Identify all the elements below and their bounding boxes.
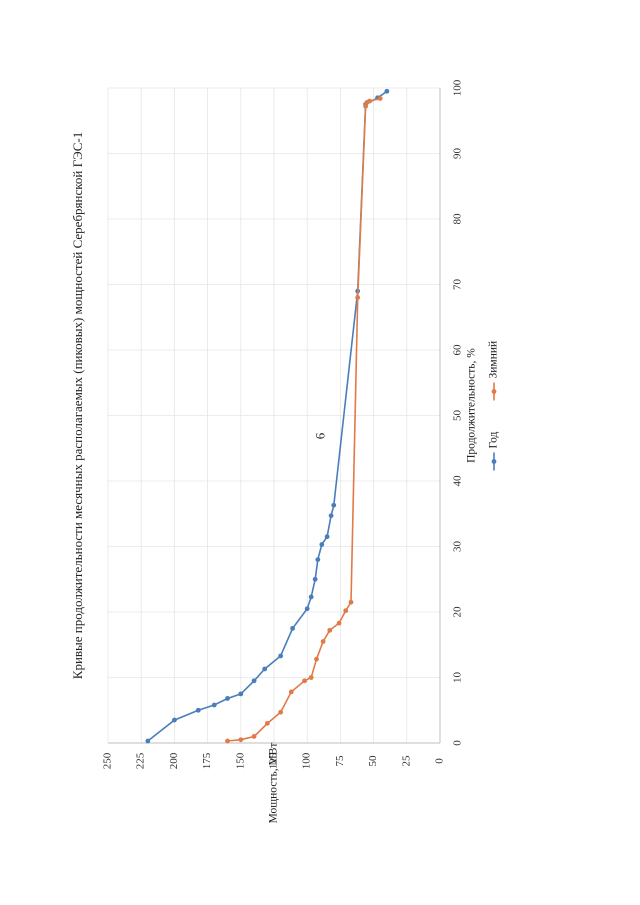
y-tick-label: 25: [400, 755, 412, 767]
data-point-zimniy: [348, 599, 354, 605]
data-point-god: [384, 88, 390, 94]
data-point-zimniy: [264, 720, 270, 726]
data-point-god: [211, 702, 217, 708]
x-tick-label: 70: [452, 279, 464, 291]
x-axis-title: Продолжительность, %: [466, 348, 478, 463]
data-point-god: [304, 606, 310, 612]
data-point-god: [312, 576, 318, 582]
x-tick-label: 20: [452, 606, 464, 618]
data-point-god: [238, 691, 244, 697]
x-tick-label: 40: [452, 475, 464, 487]
chart-grid: [107, 87, 441, 744]
y-tick-label: 225: [135, 752, 147, 769]
x-tick-label: 90: [452, 148, 464, 160]
legend-label-zimniy: Зимний: [488, 341, 500, 379]
y-axis-title: Мощность, МВт: [268, 743, 280, 824]
data-point-zimniy: [225, 738, 230, 744]
y-tick-label: 175: [201, 752, 213, 769]
series-line-zimniy: [227, 97, 381, 742]
data-point-god: [172, 717, 177, 723]
x-tick-label: 80: [452, 213, 464, 225]
data-point-zimniy: [343, 608, 349, 614]
chart-title: Кривые продолжительности месячных распол…: [70, 132, 85, 679]
legend-label-god: Год: [488, 431, 500, 448]
legend-item-zimniy: Зимний: [488, 341, 500, 401]
y-tick-label: 100: [301, 752, 313, 769]
data-point-god: [262, 666, 268, 672]
data-point-god: [324, 534, 330, 540]
data-point-zimniy: [308, 675, 314, 680]
data-point-god: [195, 707, 201, 713]
data-point-zimniy: [288, 689, 294, 695]
data-point-god: [315, 557, 321, 562]
y-tick-label: 250: [102, 752, 114, 769]
data-point-god: [145, 738, 151, 744]
data-point-god: [278, 653, 284, 659]
data-point-god: [331, 502, 337, 508]
x-tick-label: 30: [452, 541, 464, 553]
y-tick-label: 125: [268, 752, 280, 769]
data-point-zimniy: [363, 103, 369, 109]
data-point-god: [319, 542, 325, 547]
data-point-zimniy: [336, 620, 342, 626]
x-tick-label: 100: [452, 79, 464, 96]
data-point-zimniy: [278, 709, 284, 715]
series-line-god: [147, 90, 388, 742]
data-point-zimniy: [238, 737, 244, 743]
y-tick-label: 150: [234, 752, 246, 769]
x-tick-label: 60: [452, 344, 464, 356]
y-tick-label: 50: [367, 755, 379, 767]
data-point-god: [251, 678, 257, 684]
y-tick-label: 75: [334, 755, 346, 767]
data-point-zimniy: [314, 656, 319, 662]
data-point-zimniy: [302, 678, 307, 684]
data-point-god: [225, 696, 230, 701]
data-point-zimniy: [377, 96, 383, 101]
data-point-god: [328, 513, 334, 519]
data-point-zimniy: [320, 639, 326, 644]
x-tick-label: 50: [452, 410, 464, 422]
data-point-zimniy: [251, 734, 257, 739]
legend-swatch-marker-god: [491, 459, 497, 464]
x-tick-label: 0: [452, 740, 464, 746]
chart-series: [145, 88, 390, 744]
data-point-god: [308, 594, 314, 600]
y-tick-label: 0: [434, 758, 446, 764]
data-point-god: [290, 625, 295, 631]
legend-item-god: Год: [488, 431, 500, 471]
data-point-zimniy: [327, 627, 333, 633]
data-point-zimniy: [355, 295, 361, 300]
y-tick-label: 200: [168, 752, 180, 769]
legend-swatch-marker-zimniy: [491, 389, 497, 394]
chart-axes: [108, 88, 441, 744]
data-point-zimniy: [367, 98, 373, 104]
x-tick-label: 10: [452, 672, 464, 684]
chart-labels: 0 10 20 30 40 50 60 70 80 90 100 0 25 50 75 100 125 150 17…: [70, 79, 500, 823]
